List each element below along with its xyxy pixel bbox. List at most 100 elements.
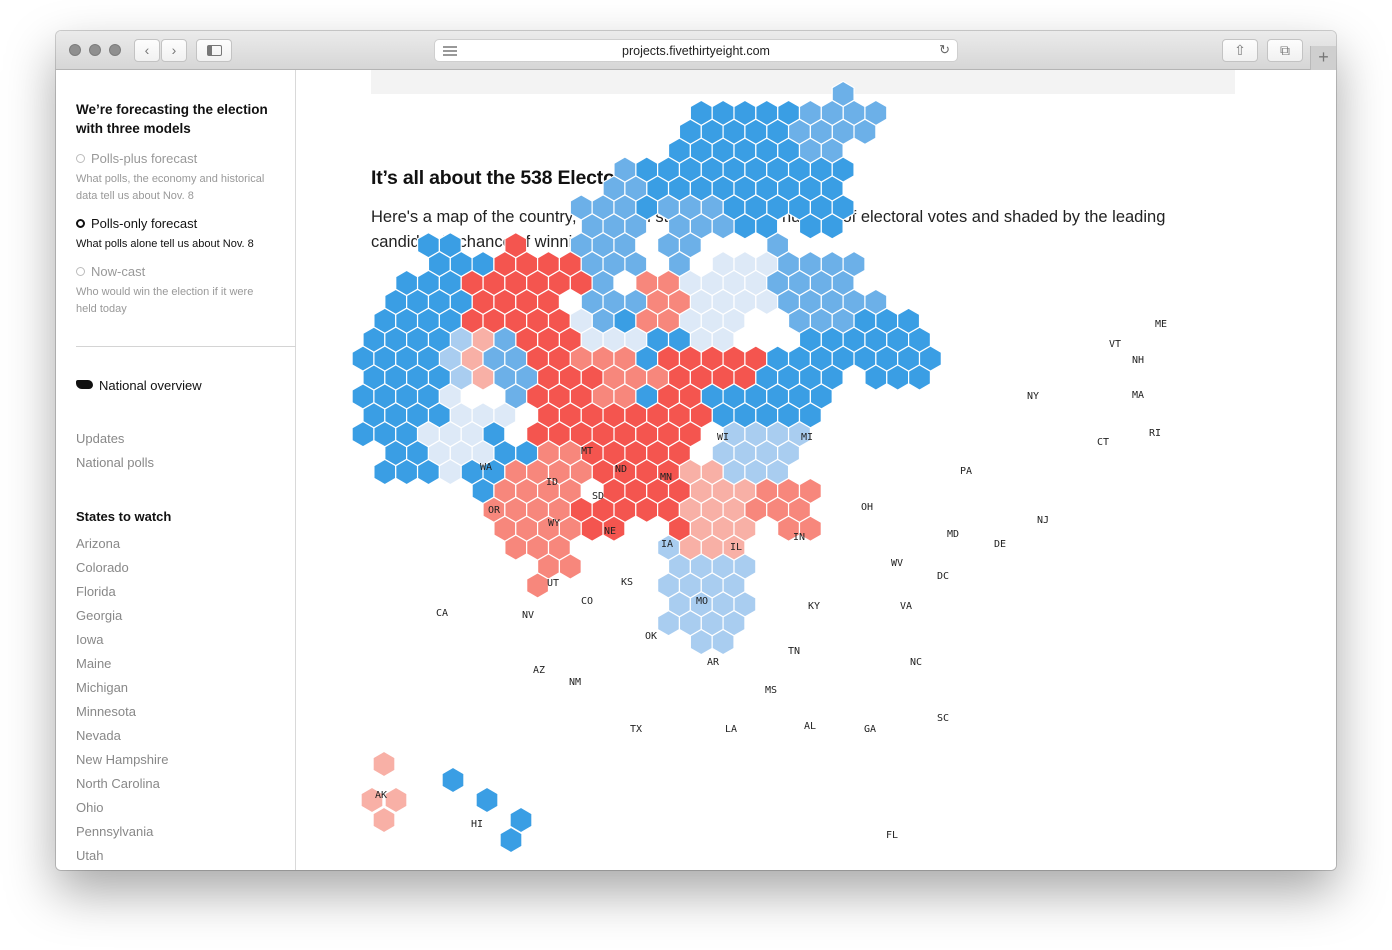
tabs-overview-button[interactable]: ⧉ [1267,39,1303,62]
state-link-iowa[interactable]: Iowa [76,632,104,647]
url-text: projects.fivethirtyeight.com [622,44,770,58]
state-label-ms: MS [765,685,777,696]
radio-icon[interactable] [76,267,85,276]
hex-cell-nj[interactable] [897,307,921,335]
hex-cell-hi[interactable] [475,786,499,814]
state-link-colorado[interactable]: Colorado [76,560,129,575]
state-label-ct: CT [1097,437,1109,448]
us-map-icon [76,380,93,389]
state-label-va: VA [900,601,912,612]
hex-cell-fl[interactable] [711,628,735,656]
national-polls-link[interactable]: National polls [76,455,155,470]
hex-cell-fl[interactable] [689,628,713,656]
state-link-nevada[interactable]: Nevada [76,728,121,743]
national-overview-link[interactable]: National overview [76,378,202,393]
state-link-arizona[interactable]: Arizona [76,536,121,551]
hex-cell-il[interactable] [613,307,637,335]
hex-cell-tx[interactable] [504,534,528,561]
zoom-window-button[interactable] [109,44,121,56]
new-tab-button[interactable]: + [1310,46,1336,70]
hex-cell-nj[interactable] [864,364,888,391]
hex-cell-ak[interactable] [372,806,396,834]
state-labels: WA OR CA NV ID MT WY UT AZ CO NM ND SD NE KS OK TX MN IA MO… [375,319,1167,841]
state-link-florida[interactable]: Florida [76,584,116,599]
state-label-nj: NJ [1037,515,1049,526]
hex-cell-mi[interactable] [711,213,735,240]
hex-cell-ak[interactable] [372,750,396,778]
hex-cell-ri[interactable] [798,213,822,240]
state-label-ak: AK [375,790,387,801]
state-link-georgia[interactable]: Georgia [76,608,123,623]
state-label-la: LA [725,724,737,735]
state-label-fl: FL [886,830,898,841]
state-label-co: CO [581,596,593,607]
state-link-michigan[interactable]: Michigan [76,680,129,695]
state-label-hi: HI [471,819,483,830]
hex-cell-sc[interactable] [744,496,768,524]
states-to-watch-heading: States to watch [76,509,172,524]
state-label-tn: TN [788,646,800,657]
hex-cells [351,80,942,854]
hex-cell-nj[interactable] [875,307,899,335]
hex-cell-la[interactable] [580,515,604,542]
minimize-window-button[interactable] [89,44,101,56]
hex-cell-ct[interactable] [733,213,757,240]
hex-cell-ak[interactable] [384,786,408,814]
hex-cell-hi[interactable] [509,806,533,834]
national-overview-label: National overview [99,378,202,393]
hex-cell-me[interactable] [853,118,877,146]
state-link-north-carolina[interactable]: North Carolina [76,776,160,791]
hex-cell-tx[interactable] [526,572,550,599]
hex-cell-nj[interactable] [908,364,932,391]
hex-cell-ak[interactable] [360,786,384,814]
state-label-de: DE [994,539,1006,550]
radio-icon[interactable] [76,154,85,163]
hex-cell-mo[interactable] [569,345,593,372]
model-polls-plus[interactable]: Polls-plus forecast What polls, the econ… [76,150,276,205]
hex-cell-tx[interactable] [558,553,582,580]
main-content: It’s all about the 538 Electoral College… [297,70,1336,870]
hex-cell-nj[interactable] [853,307,877,335]
hex-cell-fl[interactable] [657,609,681,637]
updates-link[interactable]: Updates [76,431,125,446]
plus-icon: + [1318,47,1329,67]
radio-selected-icon[interactable] [76,219,85,228]
state-label-me: ME [1155,319,1167,330]
hex-cell-la[interactable] [602,515,626,542]
state-link-ohio[interactable]: Ohio [76,800,104,815]
close-window-button[interactable] [69,44,81,56]
hex-cell-sc[interactable] [798,515,822,542]
sidebar-toggle-button[interactable] [196,39,232,62]
share-button[interactable]: ⇧ [1222,39,1258,62]
model-polls-only[interactable]: Polls-only forecast What polls alone tel… [76,215,276,253]
state-label-wy: WY [548,518,560,529]
previous-section-strip [371,70,1235,94]
state-link-utah[interactable]: Utah [76,848,104,863]
back-button[interactable]: ‹ [134,39,160,62]
reload-icon[interactable]: ↻ [939,42,950,57]
hex-cell-ca[interactable] [351,420,375,448]
address-bar[interactable]: projects.fivethirtyeight.com ↻ [434,39,958,62]
state-link-pennsylvania[interactable]: Pennsylvania [76,824,154,839]
forward-button[interactable]: › [161,39,187,62]
chevron-left-icon: ‹ [144,42,150,58]
state-link-minnesota[interactable]: Minnesota [76,704,136,719]
hex-cell-ri[interactable] [820,213,844,240]
model-now-cast[interactable]: Now-cast Who would win the election if i… [76,263,276,318]
chevron-right-icon: › [171,42,177,58]
hex-cell-ca[interactable] [395,458,419,486]
state-label-sd: SD [592,491,604,502]
hex-cell-nj[interactable] [886,364,910,391]
hex-cell-az[interactable] [438,458,462,486]
state-label-mn: MN [660,472,672,483]
state-link-new-hampshire[interactable]: New Hampshire [76,752,169,767]
reader-icon[interactable] [443,46,457,56]
hex-cell-ca[interactable] [373,458,397,486]
browser-toolbar: ‹ › projects.fivethirtyeight.com ↻ ⇧ ⧉ + [56,31,1336,70]
state-link-maine[interactable]: Maine [76,656,112,671]
hex-cell-ms[interactable] [635,496,659,524]
state-label-wi: WI [717,432,729,443]
hex-cell-hi[interactable] [499,826,523,854]
state-label-mo: MO [696,596,708,607]
hex-cell-hi[interactable] [441,766,465,794]
